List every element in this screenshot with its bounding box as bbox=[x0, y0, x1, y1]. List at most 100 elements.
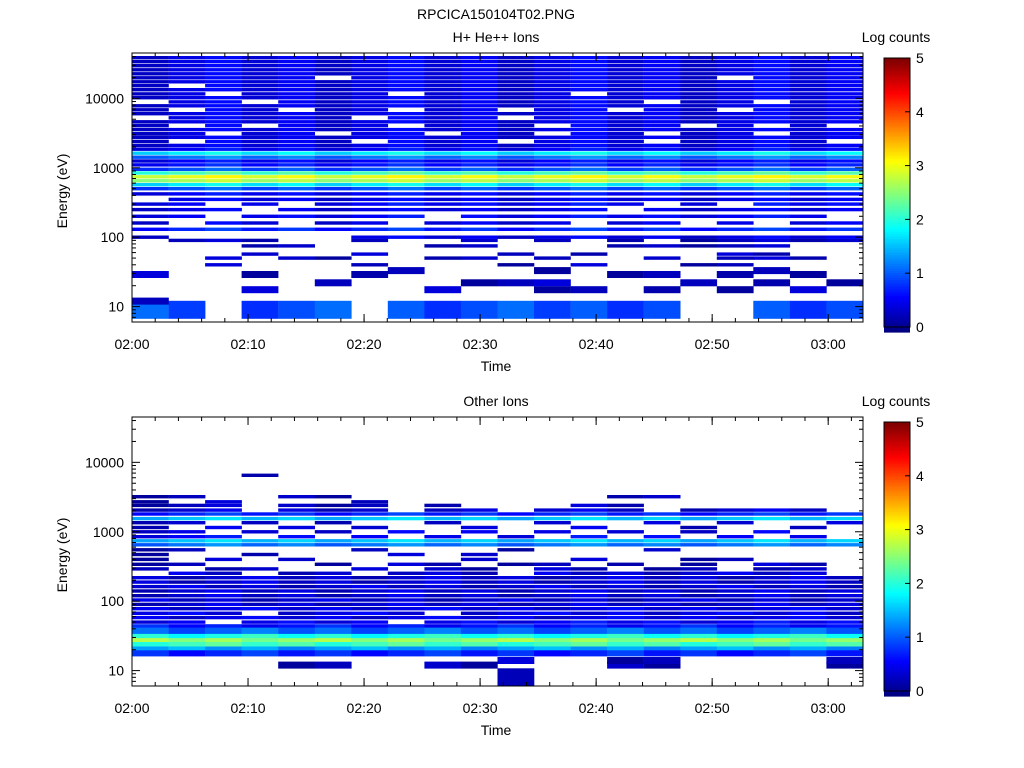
colorbar-segment bbox=[884, 540, 910, 544]
heatmap-cell bbox=[424, 192, 462, 196]
heatmap-cell bbox=[607, 562, 644, 566]
heatmap-cell bbox=[826, 112, 864, 116]
heatmap-cell bbox=[460, 112, 498, 116]
heatmap-cell bbox=[497, 598, 535, 602]
heatmap-cell bbox=[570, 649, 608, 657]
heatmap-cell bbox=[643, 594, 681, 598]
heatmap-cell bbox=[205, 84, 242, 88]
colorbar-segment bbox=[884, 447, 910, 450]
heatmap-cell bbox=[314, 116, 352, 120]
colorbar-segment bbox=[884, 636, 910, 640]
heatmap-cell bbox=[241, 159, 279, 163]
heatmap-cell bbox=[753, 197, 791, 202]
heatmap-cell bbox=[570, 175, 608, 179]
heatmap-cell bbox=[278, 661, 315, 669]
colorbar-segment bbox=[884, 435, 910, 439]
heatmap-cell bbox=[278, 495, 315, 499]
heatmap-cell bbox=[132, 127, 169, 132]
colorbar-segment bbox=[884, 167, 910, 171]
heatmap-cell bbox=[643, 620, 681, 624]
colorbar-segment bbox=[884, 677, 910, 681]
heatmap-cell bbox=[278, 602, 315, 607]
heatmap-cell bbox=[460, 557, 498, 562]
colorbar-segment bbox=[884, 659, 910, 663]
heatmap-cell bbox=[826, 72, 864, 76]
colorbar-segment bbox=[884, 233, 910, 237]
heatmap-cell bbox=[753, 594, 791, 598]
heatmap-cell bbox=[753, 151, 791, 155]
heatmap-cell bbox=[132, 112, 169, 116]
x-tick-label: 02:10 bbox=[231, 336, 266, 352]
heatmap-cell bbox=[826, 100, 864, 104]
heatmap-cell bbox=[132, 175, 169, 179]
colorbar-label: Log counts bbox=[862, 393, 931, 409]
heatmap-cell bbox=[826, 643, 864, 651]
heatmap-cell bbox=[643, 598, 681, 602]
heatmap-cell bbox=[168, 539, 206, 543]
heatmap-cell bbox=[387, 151, 425, 155]
heatmap-cell bbox=[643, 635, 681, 642]
heatmap-cell bbox=[351, 500, 389, 504]
heatmap-cell bbox=[643, 143, 681, 148]
heatmap-cell bbox=[497, 620, 535, 624]
heatmap-cell bbox=[753, 611, 791, 615]
heatmap-cell bbox=[132, 631, 169, 639]
heatmap-cell bbox=[789, 539, 827, 543]
heatmap-cell bbox=[278, 72, 315, 76]
colorbar-segment bbox=[884, 288, 910, 292]
heatmap-cell bbox=[753, 516, 791, 521]
heatmap-cell bbox=[534, 589, 571, 593]
colorbar-segment bbox=[884, 247, 910, 251]
heatmap-cell bbox=[278, 96, 315, 100]
heatmap-cell bbox=[826, 175, 864, 179]
heatmap-cell bbox=[278, 512, 315, 516]
heatmap-cell bbox=[497, 649, 535, 657]
heatmap-cell bbox=[424, 135, 462, 139]
heatmap-cell bbox=[241, 598, 279, 602]
heatmap-cell bbox=[241, 649, 279, 657]
heatmap-cell bbox=[826, 84, 864, 88]
heatmap-cell bbox=[680, 244, 718, 248]
heatmap-cell bbox=[314, 631, 352, 639]
colorbar-segment bbox=[884, 433, 910, 437]
heatmap-cell bbox=[351, 535, 389, 539]
heatmap-cell bbox=[205, 543, 242, 547]
colorbar-segment bbox=[884, 691, 910, 695]
heatmap-cell bbox=[680, 543, 718, 547]
heatmap-cell bbox=[387, 602, 425, 607]
heatmap-cell bbox=[607, 503, 644, 508]
heatmap-cell bbox=[643, 72, 681, 76]
heatmap-cell bbox=[132, 135, 169, 139]
heatmap-cell bbox=[387, 530, 425, 534]
heatmap-cell bbox=[205, 503, 242, 508]
heatmap-cell bbox=[607, 661, 644, 669]
colorbar-segment bbox=[884, 160, 910, 164]
heatmap-cell bbox=[168, 183, 206, 187]
heatmap-cell bbox=[826, 147, 864, 151]
heatmap-cell bbox=[826, 159, 864, 163]
heatmap-cell bbox=[570, 535, 608, 539]
heatmap-cell bbox=[424, 183, 462, 187]
heatmap-cell bbox=[387, 155, 425, 159]
colorbar-segment bbox=[884, 611, 910, 615]
heatmap-cell bbox=[534, 643, 571, 651]
heatmap-cell bbox=[497, 516, 535, 521]
heatmap-cell bbox=[753, 187, 791, 191]
heatmap-cell bbox=[278, 120, 315, 124]
heatmap-cell bbox=[241, 607, 279, 611]
colorbar-segment bbox=[884, 686, 910, 690]
colorbar-segment bbox=[884, 456, 910, 460]
heatmap-cell bbox=[570, 202, 608, 206]
heatmap-cell bbox=[643, 84, 681, 88]
heatmap-cell bbox=[534, 649, 571, 657]
heatmap-cell bbox=[680, 132, 718, 136]
heatmap-cell bbox=[460, 179, 498, 183]
heatmap-cell bbox=[278, 163, 315, 167]
heatmap-cell bbox=[424, 620, 462, 624]
heatmap-cell bbox=[278, 192, 315, 196]
heatmap-cell bbox=[460, 580, 498, 584]
heatmap-cell bbox=[387, 64, 425, 68]
heatmap-cell bbox=[132, 139, 169, 144]
heatmap-cell bbox=[497, 183, 535, 187]
